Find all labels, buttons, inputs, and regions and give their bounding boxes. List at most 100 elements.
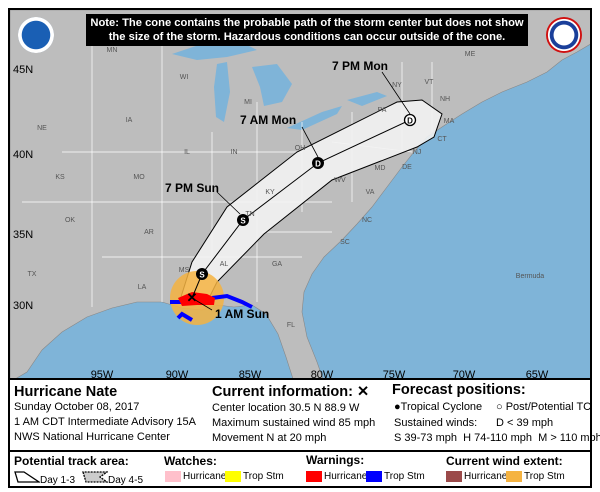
svg-text:ME: ME bbox=[465, 51, 476, 58]
svg-text:NC: NC bbox=[362, 217, 372, 224]
svg-text:NJ: NJ bbox=[413, 149, 422, 156]
svg-text:FL: FL bbox=[287, 322, 295, 329]
map-canvas: ✕ S S D D 7 PM Mon 7 AM Mon 7 PM Sun 1 A… bbox=[10, 10, 590, 380]
watches-title: Watches: bbox=[164, 454, 217, 468]
lake-erie bbox=[287, 106, 342, 130]
nws-logo bbox=[546, 17, 582, 53]
svg-text:MN: MN bbox=[107, 47, 118, 54]
lake-ontario bbox=[347, 92, 387, 106]
legend-hurricane-wind: Hurricane bbox=[446, 471, 507, 482]
svg-text:MS: MS bbox=[179, 267, 190, 274]
svg-text:80W: 80W bbox=[311, 369, 334, 380]
map: ✕ S S D D 7 PM Mon 7 AM Mon 7 PM Sun 1 A… bbox=[8, 8, 592, 380]
legend-day45: Day 4-5 bbox=[82, 471, 143, 486]
time-label-1am-sun: 1 AM Sun bbox=[215, 307, 269, 321]
svg-text:TX: TX bbox=[28, 271, 37, 278]
svg-text:IL: IL bbox=[184, 149, 190, 156]
noaa-logo bbox=[18, 17, 54, 53]
svg-text:NY: NY bbox=[392, 82, 402, 89]
svg-text:NH: NH bbox=[440, 96, 450, 103]
label-leader-7pm-sun bbox=[216, 191, 241, 215]
forecast-positions-title: Forecast positions: bbox=[392, 382, 526, 398]
svg-text:S: S bbox=[240, 217, 246, 226]
label-leader-1am-sun bbox=[191, 297, 213, 311]
svg-text:AR: AR bbox=[144, 229, 154, 236]
lat-labels: 45N 40N 35N 30N bbox=[13, 64, 33, 312]
forecast-point-s1[interactable]: S bbox=[196, 268, 208, 280]
legend-day13: Day 1-3 bbox=[14, 471, 75, 486]
svg-text:CT: CT bbox=[437, 136, 447, 143]
svg-text:SC: SC bbox=[340, 239, 350, 246]
warnings-title: Warnings: bbox=[306, 453, 365, 467]
svg-text:VA: VA bbox=[366, 189, 375, 196]
svg-text:MA: MA bbox=[444, 118, 455, 125]
cone-note: Note: The cone contains the probable pat… bbox=[86, 14, 528, 46]
center-location: Center location 30.5 N 88.9 W bbox=[212, 402, 360, 414]
forecast-point-d1[interactable]: D bbox=[312, 157, 324, 169]
movement: Movement N at 20 mph bbox=[212, 432, 327, 444]
legend-trop-stm-wind: Trop Stm bbox=[506, 471, 565, 482]
wind-extent-title: Current wind extent: bbox=[446, 454, 563, 468]
svg-text:95W: 95W bbox=[91, 369, 114, 380]
hurricane-warning-coast bbox=[178, 292, 215, 306]
forecast-point-d2[interactable]: D bbox=[403, 113, 417, 127]
storm-name: Hurricane Nate bbox=[14, 384, 118, 400]
svg-text:30N: 30N bbox=[13, 300, 33, 312]
legend-hurricane-watch: Hurricane bbox=[165, 471, 226, 482]
open-circle-icon: ○ bbox=[496, 401, 503, 413]
lake-michigan bbox=[214, 62, 230, 122]
time-label-7pm-mon: 7 PM Mon bbox=[332, 59, 388, 73]
svg-text:GA: GA bbox=[272, 261, 282, 268]
svg-text:WV: WV bbox=[334, 177, 346, 184]
svg-text:LA: LA bbox=[138, 284, 147, 291]
svg-text:DE: DE bbox=[402, 164, 412, 171]
svg-text:MO: MO bbox=[133, 174, 145, 181]
state-labels: MN WI MI IA IL IN OH NE KS MO KY WV VA P… bbox=[28, 47, 545, 329]
max-wind: Maximum sustained wind 85 mph bbox=[212, 417, 376, 429]
d-range: D < 39 mph bbox=[496, 417, 554, 429]
lake-huron bbox=[252, 64, 292, 106]
svg-text:MI: MI bbox=[244, 99, 252, 106]
forecast-cone bbox=[179, 99, 443, 303]
svg-text:85W: 85W bbox=[239, 369, 262, 380]
svg-text:IA: IA bbox=[126, 117, 133, 124]
svg-text:D: D bbox=[315, 160, 321, 169]
svg-text:IN: IN bbox=[231, 149, 238, 156]
svg-text:40N: 40N bbox=[13, 149, 33, 161]
svg-text:KY: KY bbox=[265, 189, 275, 196]
svg-text:OH: OH bbox=[295, 145, 306, 152]
svg-text:WI: WI bbox=[180, 74, 189, 81]
svg-text:AL: AL bbox=[220, 261, 229, 268]
svg-text:PA: PA bbox=[378, 107, 387, 114]
svg-text:MD: MD bbox=[375, 165, 386, 172]
time-label-7pm-sun: 7 PM Sun bbox=[165, 181, 219, 195]
shm-ranges: S 39-73 mph H 74-110 mph M > 110 mph bbox=[394, 432, 600, 444]
track-area-title: Potential track area: bbox=[14, 454, 129, 468]
svg-text:KS: KS bbox=[55, 174, 65, 181]
lon-labels: 95W 90W 85W 80W 75W 70W 65W bbox=[91, 369, 549, 380]
legend-tropical-cyclone: ●Tropical Cyclone bbox=[394, 401, 483, 413]
legend-hurricane-warning: Hurricane bbox=[306, 471, 367, 482]
advisory-date: Sunday October 08, 2017 bbox=[14, 401, 140, 413]
svg-text:Bermuda: Bermuda bbox=[516, 273, 545, 280]
legend-trop-stm-warning: Trop Stm bbox=[366, 471, 425, 482]
svg-text:D: D bbox=[407, 117, 413, 126]
svg-text:75W: 75W bbox=[383, 369, 406, 380]
svg-text:VT: VT bbox=[425, 79, 435, 86]
filled-circle-icon: ● bbox=[394, 401, 401, 413]
forecast-point-s2[interactable]: S bbox=[237, 214, 249, 226]
svg-text:90W: 90W bbox=[166, 369, 189, 380]
svg-text:TN: TN bbox=[245, 211, 254, 218]
current-info-title: Current information: ✕ bbox=[212, 384, 370, 400]
svg-text:45N: 45N bbox=[13, 64, 33, 76]
label-leader-7pm-mon bbox=[381, 71, 411, 115]
info-panel: Hurricane Nate Sunday October 08, 2017 1… bbox=[8, 380, 600, 452]
svg-text:35N: 35N bbox=[13, 229, 33, 241]
legend-post-potential: ○ Post/Potential TC bbox=[496, 401, 592, 413]
advisory-number: 1 AM CDT Intermediate Advisory 15A bbox=[14, 416, 196, 428]
day13-cone-icon bbox=[14, 471, 42, 483]
legend-panel: Potential track area: Day 1-3 Day 4-5 Wa… bbox=[8, 450, 592, 488]
label-leader-7am-mon bbox=[301, 126, 319, 158]
issuing-center: NWS National Hurricane Center bbox=[14, 431, 170, 443]
